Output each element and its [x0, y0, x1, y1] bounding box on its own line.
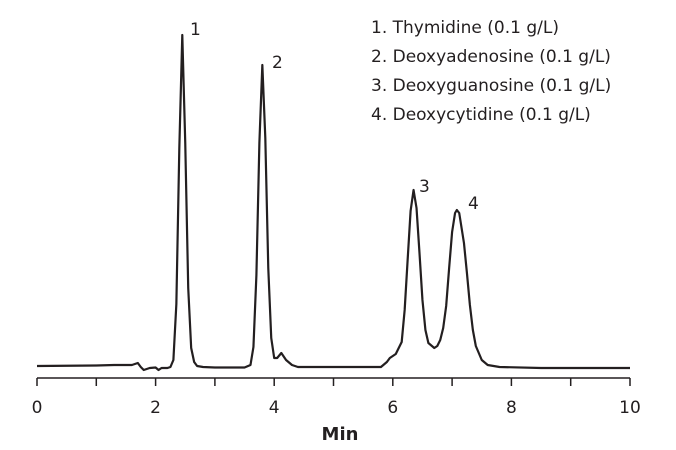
legend-entry: 1. Thymidine (0.1 g/L): [371, 18, 559, 38]
peak-label: 4: [468, 194, 479, 214]
x-tick-label: 4: [269, 398, 280, 418]
trace: [36, 33, 630, 372]
x-tick-label: 0: [32, 398, 43, 418]
legend-entry: 2. Deoxyadenosine (0.1 g/L): [371, 47, 611, 67]
x-tick-label: 10: [619, 398, 641, 418]
x-axis-title: Min: [322, 424, 359, 445]
legend-entry: 3. Deoxyguanosine (0.1 g/L): [371, 76, 611, 96]
legend-entry: 4. Deoxycytidine (0.1 g/L): [371, 105, 591, 125]
x-tick-label: 2: [150, 398, 161, 418]
peak-label: 3: [419, 177, 430, 197]
peak-label: 1: [190, 20, 201, 40]
x-tick-label: 8: [506, 398, 517, 418]
peak-label: 2: [272, 53, 283, 73]
x-tick-label: 6: [387, 398, 398, 418]
